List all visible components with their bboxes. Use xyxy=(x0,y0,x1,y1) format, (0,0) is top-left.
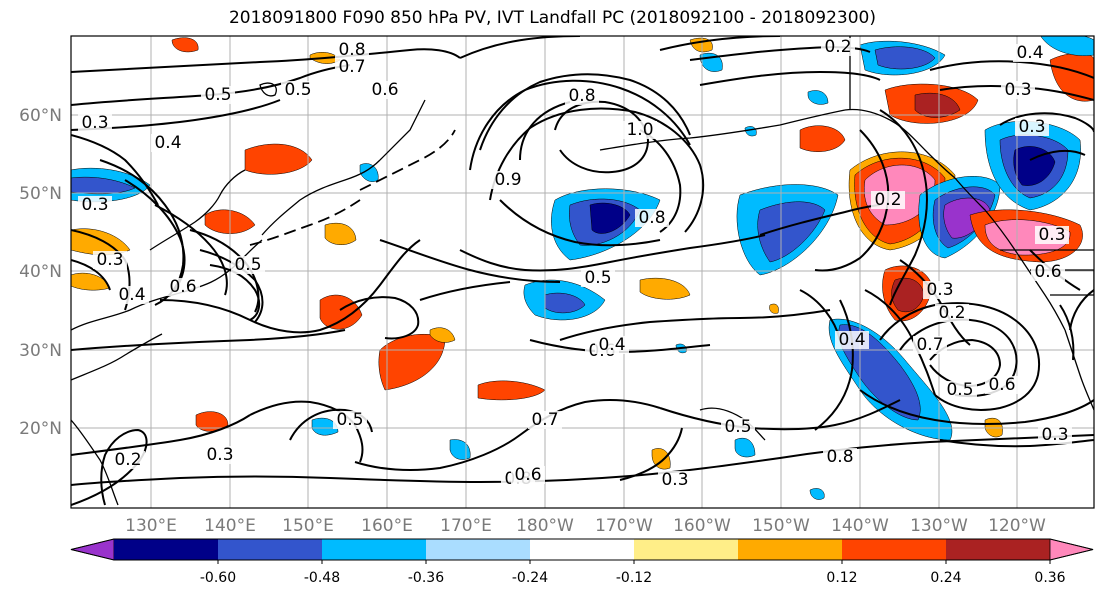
contour-label: 0.6 xyxy=(169,277,196,297)
colorbar-segment xyxy=(322,539,427,560)
contour-label: 0.4 xyxy=(154,133,181,153)
contour-label: 0.6 xyxy=(514,465,541,485)
longitude-label: 150°E xyxy=(282,516,334,536)
colorbar-tick-label: -0.36 xyxy=(408,570,444,586)
longitude-label: 160°E xyxy=(361,516,413,536)
contour-label: 0.6 xyxy=(988,375,1015,395)
contour-label: 0.7 xyxy=(916,335,943,355)
map-frame xyxy=(70,35,1095,509)
contour-label: 0.8 xyxy=(338,40,365,60)
contour-label: 0.4 xyxy=(598,335,625,355)
shaded-anomalies xyxy=(71,36,1094,500)
contour-label: 0.5 xyxy=(724,417,751,437)
contour-label: 0.5 xyxy=(584,268,611,288)
latitude-label: 20°N xyxy=(19,419,62,439)
colorbar-extend-low xyxy=(70,538,115,561)
contour-labels: 0.80.70.60.5 0.50.30.40.81.00.90.80.50.60… xyxy=(78,37,1072,490)
colorbar-segment xyxy=(738,539,843,560)
contour-label: 0.2 xyxy=(874,190,901,210)
contour-label: 0.5 xyxy=(284,80,311,100)
colorbar-tick-label: 0.12 xyxy=(826,570,857,586)
contour-label: 0.3 xyxy=(1004,80,1031,100)
contour-label: 0.2 xyxy=(114,450,141,470)
contour-label: 0.4 xyxy=(118,285,145,305)
colorbar-tick-label: -0.48 xyxy=(304,570,340,586)
contour-label: 0.3 xyxy=(81,195,108,215)
longitude-label: 180°W xyxy=(516,516,574,536)
contour-label: 0.3 xyxy=(96,250,123,270)
contour-label: 0.3 xyxy=(1041,425,1068,445)
contour-label: 0.6 xyxy=(371,80,398,100)
latitude-label: 40°N xyxy=(19,262,62,282)
contour-label: 0.3 xyxy=(206,445,233,465)
longitude-label: 160°W xyxy=(673,516,731,536)
contour-label: 0.4 xyxy=(838,330,865,350)
contour-label: 0.8 xyxy=(826,447,853,467)
contour-label: 0.8 xyxy=(568,86,595,106)
contour-label: 1.0 xyxy=(626,120,653,140)
contour-label: 0.7 xyxy=(338,57,365,77)
colorbar-tick-label: 0.24 xyxy=(930,570,961,586)
longitude-label: 150°W xyxy=(752,516,810,536)
longitude-label: 120°W xyxy=(988,516,1046,536)
colorbar-tick-label: -0.60 xyxy=(200,570,236,586)
colorbar-tick-label: 0.36 xyxy=(1034,570,1065,586)
latitude-label: 30°N xyxy=(19,341,62,361)
longitude-label: 140°E xyxy=(204,516,256,536)
contour-label: 0.5 xyxy=(204,85,231,105)
colorbar-extend-high xyxy=(1049,538,1094,561)
longitude-labels: 130°E 140°E 150°E 160°E 170°E 180°W 170°W 160°W… xyxy=(125,516,1046,536)
contour-label: 0.4 xyxy=(1016,43,1043,63)
colorbar-segment xyxy=(946,539,1051,560)
contour-label: 0.7 xyxy=(531,410,558,430)
latitude-label: 50°N xyxy=(19,184,62,204)
colorbar-segment xyxy=(634,539,739,560)
colorbar-tick-label: -0.12 xyxy=(616,570,652,586)
colorbar: -0.60-0.48-0.36-0.24-0.120.120.240.360.4… xyxy=(70,538,1094,586)
contour-label: 0.3 xyxy=(661,470,688,490)
contour-label: 0.3 xyxy=(81,113,108,133)
longitude-label: 170°W xyxy=(595,516,653,536)
contour-label: 0.9 xyxy=(494,170,521,190)
contour-label: 0.3 xyxy=(1018,117,1045,137)
colorbar-segment xyxy=(218,539,323,560)
latitude-label: 60°N xyxy=(19,106,62,126)
colorbar-segment xyxy=(114,539,219,560)
contour-label: 0.3 xyxy=(926,280,953,300)
contour-label: 0.2 xyxy=(938,303,965,323)
figure-title: 2018091800 F090 850 hPa PV, IVT Landfall… xyxy=(228,8,876,28)
contour-label: 0.8 xyxy=(638,208,665,228)
dashed-contour xyxy=(249,129,456,246)
colorbar-segment xyxy=(530,539,635,560)
contour-label: 0.5 xyxy=(234,255,261,275)
contour-label: 0.5 xyxy=(336,410,363,430)
contour-label: 0.3 xyxy=(1038,225,1065,245)
colorbar-tick-label: -0.24 xyxy=(512,570,548,586)
longitude-label: 170°E xyxy=(440,516,492,536)
contour-label: 0.2 xyxy=(824,37,851,57)
latitude-labels: 60°N 50°N 40°N 30°N 20°N xyxy=(19,106,62,439)
longitude-label: 130°W xyxy=(910,516,968,536)
colorbar-segment xyxy=(842,539,947,560)
longitude-label: 140°W xyxy=(831,516,889,536)
colorbar-segment xyxy=(426,539,531,560)
contour-label: 0.6 xyxy=(1034,262,1061,282)
contour-label: 0.5 xyxy=(946,380,973,400)
longitude-label: 130°E xyxy=(125,516,177,536)
